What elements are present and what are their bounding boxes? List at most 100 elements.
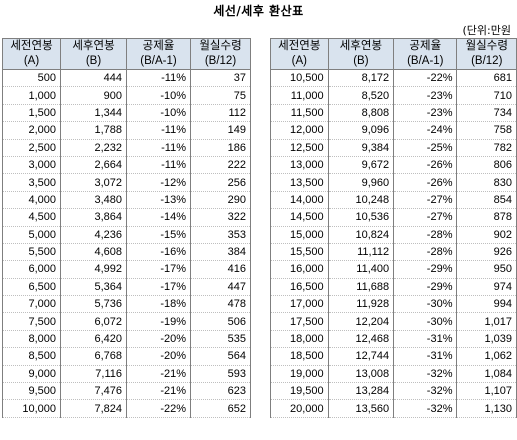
- header-pretax-salary: 세전연봉 (A): [2, 38, 61, 70]
- cell-deduction-rate: -27%: [393, 191, 458, 210]
- cell-pretax-salary: 5,500: [2, 243, 61, 262]
- cell-aftertax-salary: 12,744: [327, 347, 395, 366]
- table-row: 2,000 1,788 -11% 149: [2, 121, 251, 140]
- cell-deduction-rate: -11%: [126, 156, 191, 175]
- cell-deduction-rate: -29%: [393, 278, 458, 297]
- header-label: 세전연봉: [10, 40, 53, 52]
- cell-aftertax-salary: 2,664: [60, 156, 127, 175]
- cell-pretax-salary: 1,500: [2, 104, 61, 123]
- cell-deduction-rate: -31%: [393, 347, 458, 366]
- header-monthly-pay: 월실수령 (B/12): [456, 38, 517, 70]
- cell-monthly-pay: 506: [190, 312, 251, 331]
- cell-monthly-pay: 1,107: [456, 382, 517, 401]
- cell-monthly-pay: 447: [190, 278, 251, 297]
- left-table-body: 500 444 -11% 37 1,000 900 -10% 75 1,500 1,344 -10%…: [2, 69, 251, 418]
- table-row: 12,500 9,384 -25% 782: [270, 139, 517, 157]
- cell-monthly-pay: 416: [190, 260, 251, 279]
- table-row: 15,000 10,824 -28% 902: [270, 226, 517, 244]
- cell-pretax-salary: 6,500: [2, 278, 61, 297]
- table-row: 15,500 11,112 -28% 926: [270, 243, 517, 262]
- cell-aftertax-salary: 8,520: [327, 86, 395, 105]
- cell-aftertax-salary: 3,072: [60, 173, 127, 192]
- cell-aftertax-salary: 11,400: [327, 260, 395, 279]
- header-label: 세후연봉: [339, 40, 383, 52]
- cell-pretax-salary: 6,000: [2, 260, 61, 279]
- cell-aftertax-salary: 13,284: [327, 382, 395, 401]
- cell-deduction-rate: -17%: [126, 260, 191, 279]
- cell-monthly-pay: 1,130: [456, 399, 517, 418]
- header-sublabel: (B/A-1): [407, 55, 444, 67]
- table-row: 7,500 6,072 -19% 506: [2, 312, 251, 331]
- header-label: 월실수령: [465, 40, 508, 52]
- table-row: 12,000 9,096 -24% 758: [270, 121, 517, 140]
- table-row: 19,500 13,284 -32% 1,107: [270, 382, 517, 401]
- cell-pretax-salary: 2,000: [2, 121, 61, 140]
- cell-monthly-pay: 974: [456, 278, 517, 297]
- table-row: 8,000 6,420 -20% 535: [2, 330, 251, 349]
- cell-aftertax-salary: 1,788: [60, 121, 127, 140]
- cell-pretax-salary: 20,000: [270, 399, 329, 418]
- cell-deduction-rate: -23%: [393, 104, 458, 123]
- cell-pretax-salary: 13,500: [270, 173, 329, 192]
- cell-deduction-rate: -17%: [126, 278, 191, 297]
- table-row: 10,500 8,172 -22% 681: [270, 69, 517, 88]
- header-sublabel: (B/12): [204, 55, 237, 67]
- cell-monthly-pay: 806: [456, 156, 517, 175]
- cell-pretax-salary: 4,500: [2, 208, 61, 227]
- header-label: 월실수령: [199, 40, 242, 52]
- cell-monthly-pay: 149: [190, 121, 251, 140]
- cell-pretax-salary: 10,500: [270, 69, 329, 88]
- table-row: 5,000 4,236 -15% 353: [2, 226, 251, 244]
- header-deduction-rate: 공제율 (B/A-1): [393, 38, 458, 70]
- cell-monthly-pay: 681: [456, 69, 517, 88]
- cell-pretax-salary: 16,500: [270, 278, 329, 297]
- table-row: 6,500 5,364 -17% 447: [2, 278, 251, 297]
- cell-aftertax-salary: 5,736: [60, 295, 127, 314]
- table-row: 11,000 8,520 -23% 710: [270, 86, 517, 105]
- table-row: 3,500 3,072 -12% 256: [2, 173, 251, 192]
- table-row: 16,000 11,400 -29% 950: [270, 260, 517, 279]
- header-deduction-rate: 공제율 (B/A-1): [126, 38, 191, 70]
- table-row: 20,000 13,560 -32% 1,130: [270, 399, 517, 418]
- header-sublabel: (B): [353, 55, 369, 67]
- cell-pretax-salary: 12,500: [270, 139, 329, 157]
- table-row: 5,500 4,608 -16% 384: [2, 243, 251, 262]
- header-sublabel: (B/A-1): [140, 55, 177, 67]
- cell-aftertax-salary: 6,768: [60, 347, 127, 366]
- table-row: 1,000 900 -10% 75: [2, 86, 251, 105]
- cell-aftertax-salary: 10,248: [327, 191, 395, 210]
- cell-monthly-pay: 623: [190, 382, 251, 401]
- cell-aftertax-salary: 1,344: [60, 104, 127, 123]
- table-row: 14,000 10,248 -27% 854: [270, 191, 517, 210]
- page-title: 세선/세후 환산표: [213, 4, 304, 18]
- cell-aftertax-salary: 4,608: [60, 243, 127, 262]
- cell-pretax-salary: 8,000: [2, 330, 61, 349]
- table-row: 16,500 11,688 -29% 974: [270, 278, 517, 297]
- cell-deduction-rate: -32%: [393, 382, 458, 401]
- cell-pretax-salary: 11,500: [270, 104, 329, 123]
- cell-monthly-pay: 782: [456, 139, 517, 157]
- cell-pretax-salary: 14,500: [270, 208, 329, 227]
- cell-aftertax-salary: 8,808: [327, 104, 395, 123]
- cell-deduction-rate: -26%: [393, 156, 458, 175]
- cell-deduction-rate: -11%: [126, 121, 191, 140]
- table-row: 14,500 10,536 -27% 878: [270, 208, 517, 227]
- cell-deduction-rate: -32%: [393, 365, 458, 384]
- cell-deduction-rate: -25%: [393, 139, 458, 157]
- table-row: 500 444 -11% 37: [2, 69, 251, 88]
- cell-pretax-salary: 9,500: [2, 382, 61, 401]
- cell-aftertax-salary: 7,476: [60, 382, 127, 401]
- cell-deduction-rate: -15%: [126, 226, 191, 244]
- cell-monthly-pay: 75: [190, 86, 251, 105]
- cell-aftertax-salary: 3,864: [60, 208, 127, 227]
- cell-monthly-pay: 222: [190, 156, 251, 175]
- cell-monthly-pay: 878: [456, 208, 517, 227]
- cell-pretax-salary: 15,000: [270, 226, 329, 244]
- cell-monthly-pay: 37: [190, 69, 251, 88]
- cell-pretax-salary: 3,000: [2, 156, 61, 175]
- cell-monthly-pay: 734: [456, 104, 517, 123]
- cell-aftertax-salary: 9,672: [327, 156, 395, 175]
- cell-aftertax-salary: 3,480: [60, 191, 127, 210]
- cell-pretax-salary: 15,500: [270, 243, 329, 262]
- cell-pretax-salary: 10,000: [2, 399, 61, 418]
